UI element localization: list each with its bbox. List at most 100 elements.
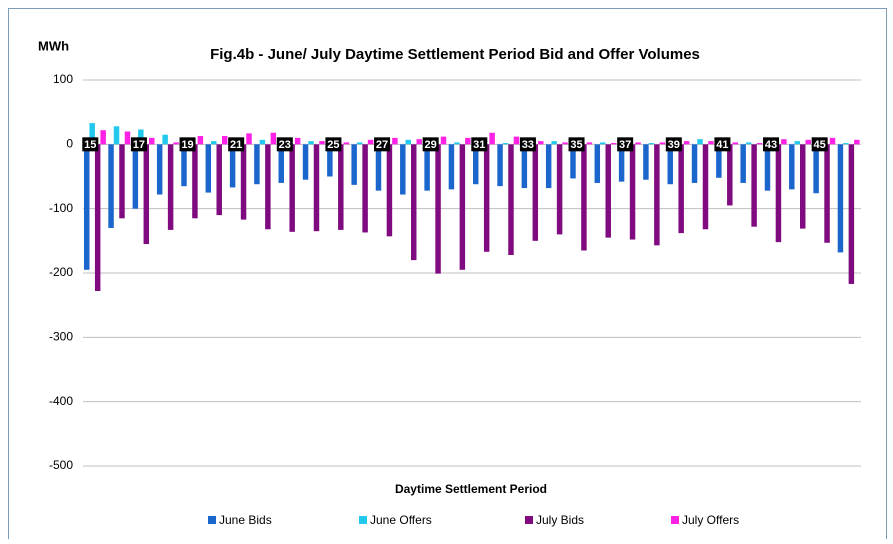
x-tick-label: 45 bbox=[814, 139, 826, 151]
bar bbox=[289, 144, 295, 232]
bar bbox=[167, 144, 174, 230]
bar bbox=[338, 144, 344, 230]
bar bbox=[489, 132, 495, 145]
category-label-box bbox=[811, 137, 828, 152]
bar bbox=[581, 144, 587, 251]
y-tick-label: 0 bbox=[66, 137, 73, 151]
y-tick-label: -400 bbox=[49, 394, 73, 408]
category-label-box bbox=[617, 137, 634, 152]
bar bbox=[156, 144, 163, 195]
bar bbox=[205, 144, 212, 193]
bar bbox=[240, 144, 247, 220]
bar bbox=[610, 143, 617, 145]
category-label-box bbox=[82, 137, 99, 152]
bar bbox=[265, 144, 271, 230]
bar bbox=[351, 144, 357, 185]
category-label-box bbox=[374, 137, 391, 152]
bar bbox=[848, 144, 855, 284]
bar bbox=[521, 144, 528, 189]
bar bbox=[837, 144, 844, 253]
category-label-box bbox=[228, 137, 245, 152]
bar bbox=[562, 142, 568, 145]
bar bbox=[459, 144, 466, 270]
category-label-box bbox=[665, 137, 682, 152]
bar bbox=[411, 144, 417, 261]
category-label-box bbox=[471, 137, 488, 152]
bar bbox=[635, 142, 641, 145]
bar bbox=[629, 144, 636, 240]
bar bbox=[302, 144, 309, 180]
legend-label: June Bids bbox=[219, 513, 272, 527]
bar bbox=[508, 144, 514, 255]
x-tick-label: 39 bbox=[668, 139, 680, 151]
bar bbox=[192, 144, 198, 219]
bar bbox=[732, 142, 739, 145]
category-label-box bbox=[763, 137, 780, 152]
x-tick-label: 37 bbox=[619, 139, 631, 151]
bar bbox=[502, 143, 509, 145]
category-label-box bbox=[714, 137, 731, 152]
bar bbox=[308, 141, 314, 145]
bar bbox=[405, 139, 412, 145]
bar bbox=[473, 144, 479, 185]
bar bbox=[448, 144, 455, 190]
chart-frame bbox=[8, 8, 887, 544]
x-tick-label: 19 bbox=[181, 139, 193, 151]
bar bbox=[794, 141, 801, 145]
bar bbox=[789, 144, 795, 190]
y-tick-label: -100 bbox=[49, 201, 73, 215]
bar bbox=[254, 144, 260, 185]
bar bbox=[100, 130, 106, 145]
bar bbox=[691, 144, 698, 183]
bar bbox=[270, 132, 277, 145]
bar bbox=[556, 144, 563, 235]
bar bbox=[800, 144, 806, 229]
bar bbox=[538, 141, 544, 145]
bar bbox=[94, 144, 101, 292]
x-tick-label: 17 bbox=[133, 139, 145, 151]
bar bbox=[648, 143, 655, 145]
x-tick-label: 21 bbox=[230, 139, 242, 151]
bar bbox=[824, 144, 830, 243]
bar bbox=[454, 142, 460, 145]
bar bbox=[221, 135, 228, 145]
bar bbox=[386, 144, 393, 237]
bar bbox=[108, 144, 114, 228]
category-label-box bbox=[276, 137, 293, 152]
bar bbox=[124, 131, 131, 145]
bar bbox=[162, 134, 168, 145]
bar bbox=[513, 136, 520, 145]
x-tick-label: 41 bbox=[716, 139, 728, 151]
bar bbox=[327, 144, 333, 177]
y-tick-label: -500 bbox=[49, 458, 73, 472]
bar bbox=[764, 144, 771, 191]
category-label-box bbox=[519, 137, 536, 152]
bar bbox=[667, 144, 673, 185]
bar bbox=[440, 136, 447, 145]
bar bbox=[416, 139, 422, 145]
x-tick-label: 31 bbox=[473, 139, 485, 151]
bar bbox=[600, 142, 606, 145]
bar bbox=[181, 144, 187, 187]
bar bbox=[278, 144, 284, 183]
bar bbox=[843, 143, 849, 145]
bar bbox=[216, 144, 222, 216]
bar bbox=[119, 144, 125, 219]
bar bbox=[362, 144, 368, 233]
bar bbox=[313, 144, 320, 232]
legend-label: June Offers bbox=[370, 513, 432, 527]
bar bbox=[435, 144, 441, 274]
bar bbox=[586, 142, 593, 145]
bar bbox=[113, 126, 120, 145]
bar bbox=[149, 137, 155, 145]
legend-swatch bbox=[525, 516, 533, 524]
bar bbox=[654, 144, 660, 246]
bar bbox=[740, 144, 746, 183]
legend-swatch bbox=[359, 516, 367, 524]
bar bbox=[89, 123, 95, 145]
x-tick-label: 43 bbox=[765, 139, 777, 151]
bar bbox=[532, 144, 539, 241]
x-axis-label: Daytime Settlement Period bbox=[395, 482, 547, 496]
bar bbox=[708, 141, 714, 145]
bar bbox=[854, 139, 860, 145]
